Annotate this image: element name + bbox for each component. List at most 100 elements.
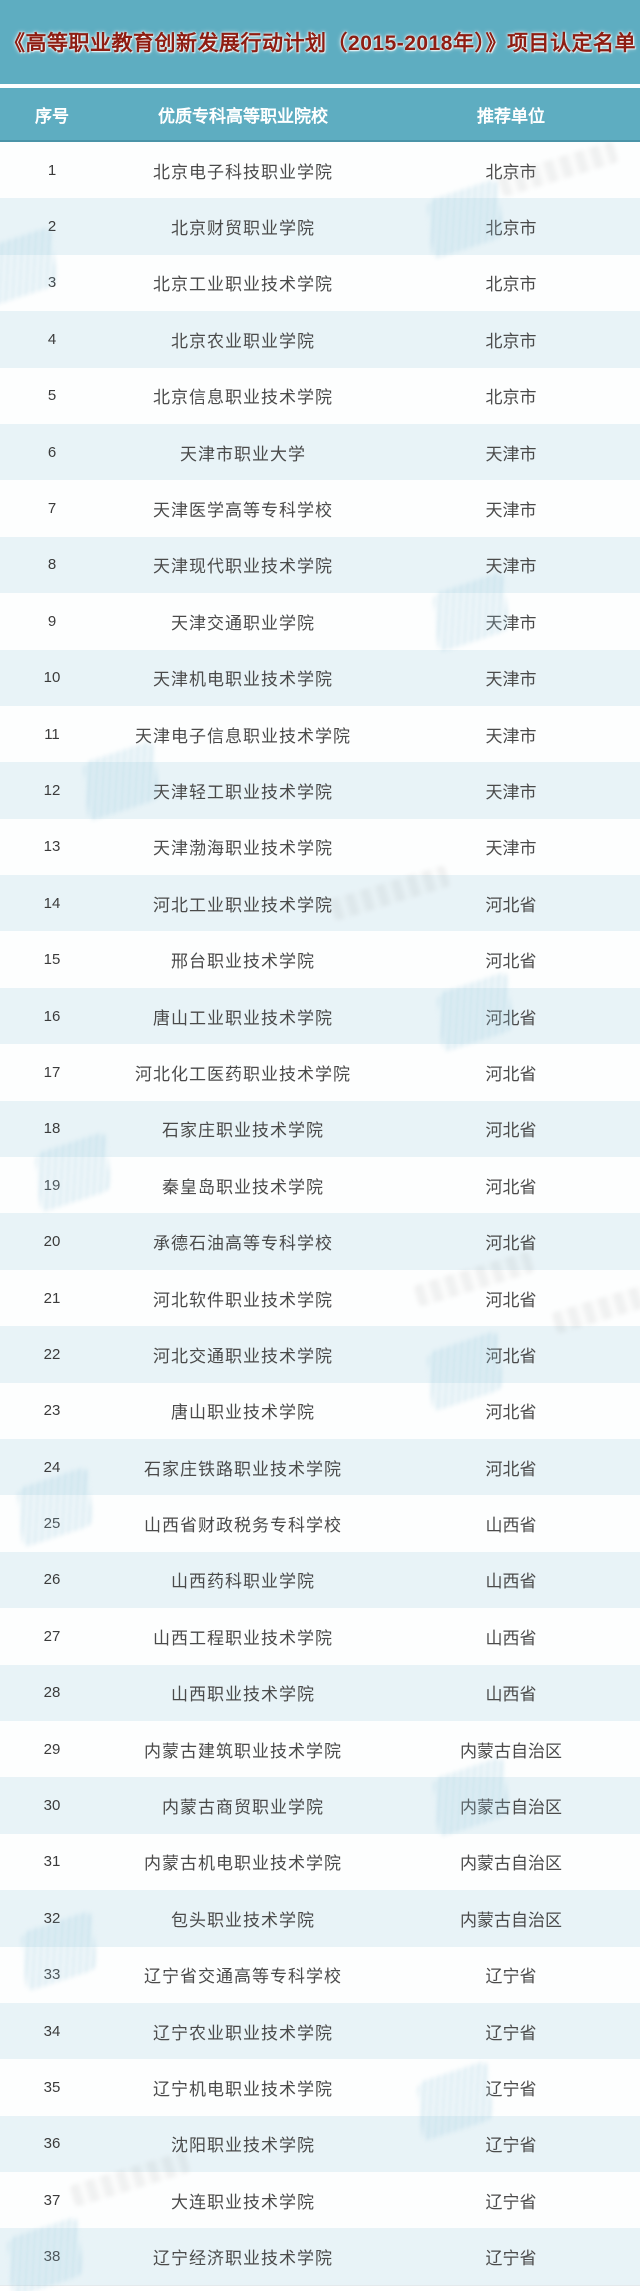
row-index: 23 bbox=[43, 1402, 61, 1420]
row-index: 24 bbox=[43, 1458, 61, 1476]
row-recommending-unit: 天津市 bbox=[485, 444, 537, 464]
row-recommending-unit: 天津市 bbox=[485, 670, 537, 690]
row-index: 1 bbox=[47, 161, 57, 179]
table-row: 2 北京财贸职业学院 北京市 bbox=[0, 198, 640, 255]
row-school-name: 山西职业技术学院 bbox=[171, 1685, 315, 1705]
row-school-name: 辽宁机电职业技术学院 bbox=[153, 2079, 333, 2099]
row-school-name: 北京信息职业技术学院 bbox=[153, 388, 333, 408]
row-school-name: 山西药科职业学院 bbox=[171, 1572, 315, 1592]
row-recommending-unit: 辽宁省 bbox=[485, 2136, 537, 2156]
row-index: 35 bbox=[43, 2078, 61, 2096]
row-recommending-unit: 内蒙古自治区 bbox=[460, 1741, 562, 1761]
row-index: 33 bbox=[43, 1966, 61, 1984]
row-school-name: 河北化工医药职业技术学院 bbox=[135, 1064, 351, 1084]
row-school-name: 天津医学高等专科学校 bbox=[153, 501, 333, 521]
row-recommending-unit: 天津市 bbox=[485, 557, 537, 577]
table-body: 1 北京电子科技职业学院 北京市 2 北京财贸职业学院 北京市 3 北京工业职业… bbox=[0, 142, 640, 2285]
row-school-name: 北京财贸职业学院 bbox=[171, 219, 315, 239]
table-row: 38 辽宁经济职业技术学院 辽宁省 bbox=[0, 2228, 640, 2285]
row-recommending-unit: 天津市 bbox=[485, 839, 537, 859]
row-school-name: 河北工业职业技术学院 bbox=[153, 895, 333, 915]
row-recommending-unit: 河北省 bbox=[485, 1234, 537, 1254]
row-recommending-unit: 山西省 bbox=[485, 1628, 537, 1648]
row-recommending-unit: 山西省 bbox=[485, 1685, 537, 1705]
table-row: 13 天津渤海职业技术学院 天津市 bbox=[0, 818, 640, 876]
table-row: 7 天津医学高等专科学校 天津市 bbox=[0, 480, 640, 537]
table-row: 26 山西药科职业学院 山西省 bbox=[0, 1551, 640, 1609]
table-row: 17 河北化工医药职业技术学院 河北省 bbox=[0, 1044, 640, 1101]
row-recommending-unit: 天津市 bbox=[485, 613, 537, 633]
row-index: 18 bbox=[43, 1120, 61, 1138]
table-row: 10 天津机电职业技术学院 天津市 bbox=[0, 649, 640, 706]
row-recommending-unit: 天津市 bbox=[485, 782, 537, 802]
row-index: 20 bbox=[43, 1233, 61, 1251]
row-school-name: 河北交通职业技术学院 bbox=[153, 1346, 333, 1366]
row-school-name: 邢台职业技术学院 bbox=[171, 952, 315, 972]
table-row: 32 包头职业技术学院 内蒙古自治区 bbox=[0, 1890, 640, 1947]
table-row: 1 北京电子科技职业学院 北京市 bbox=[0, 142, 640, 199]
row-index: 36 bbox=[43, 2135, 61, 2153]
row-school-name: 唐山职业技术学院 bbox=[171, 1403, 315, 1423]
table-header-row: 序号 优质专科高等职业院校 推荐单位 bbox=[0, 88, 640, 142]
table-row: 24 石家庄铁路职业技术学院 河北省 bbox=[0, 1438, 640, 1496]
row-recommending-unit: 河北省 bbox=[485, 1346, 537, 1366]
column-header-school: 优质专科高等职业院校 bbox=[158, 106, 328, 126]
row-recommending-unit: 河北省 bbox=[485, 1290, 537, 1310]
table-row: 37 大连职业技术学院 辽宁省 bbox=[0, 2172, 640, 2229]
row-index: 30 bbox=[43, 1797, 61, 1815]
row-index: 17 bbox=[43, 1063, 61, 1081]
table-row: 8 天津现代职业技术学院 天津市 bbox=[0, 536, 640, 594]
row-index: 8 bbox=[47, 556, 57, 574]
table-row: 23 唐山职业技术学院 河北省 bbox=[0, 1382, 640, 1439]
row-school-name: 北京工业职业技术学院 bbox=[153, 275, 333, 295]
row-index: 34 bbox=[43, 2022, 61, 2040]
table-row: 16 唐山工业职业技术学院 河北省 bbox=[0, 987, 640, 1045]
row-school-name: 天津机电职业技术学院 bbox=[153, 670, 333, 690]
column-header-unit: 推荐单位 bbox=[477, 106, 545, 126]
table-row: 22 河北交通职业技术学院 河北省 bbox=[0, 1326, 640, 1383]
table-row: 11 天津电子信息职业技术学院 天津市 bbox=[0, 705, 640, 763]
row-recommending-unit: 内蒙古自治区 bbox=[460, 1798, 562, 1818]
banner-divider bbox=[0, 84, 640, 88]
table-row: 14 河北工业职业技术学院 河北省 bbox=[0, 875, 640, 932]
row-school-name: 沈阳职业技术学院 bbox=[171, 2136, 315, 2156]
table-row: 30 内蒙古商贸职业学院 内蒙古自治区 bbox=[0, 1777, 640, 1834]
row-recommending-unit: 河北省 bbox=[485, 1403, 537, 1423]
table-row: 35 辽宁机电职业技术学院 辽宁省 bbox=[0, 2059, 640, 2116]
row-school-name: 辽宁经济职业技术学院 bbox=[153, 2249, 333, 2269]
row-index: 26 bbox=[43, 1571, 61, 1589]
row-index: 5 bbox=[47, 387, 57, 405]
row-school-name: 山西工程职业技术学院 bbox=[153, 1628, 333, 1648]
table-row: 6 天津市职业大学 天津市 bbox=[0, 423, 640, 481]
row-school-name: 石家庄职业技术学院 bbox=[162, 1121, 324, 1141]
row-school-name: 山西省财政税务专科学校 bbox=[144, 1516, 342, 1536]
row-school-name: 辽宁省交通高等专科学校 bbox=[144, 1967, 342, 1987]
row-school-name: 天津交通职业学院 bbox=[171, 613, 315, 633]
row-index: 10 bbox=[43, 669, 61, 687]
row-school-name: 承德石油高等专科学校 bbox=[153, 1234, 333, 1254]
row-recommending-unit: 河北省 bbox=[485, 952, 537, 972]
row-index: 3 bbox=[47, 274, 57, 292]
table-row: 27 山西工程职业技术学院 山西省 bbox=[0, 1608, 640, 1665]
row-school-name: 河北软件职业技术学院 bbox=[153, 1290, 333, 1310]
table-row: 21 河北软件职业技术学院 河北省 bbox=[0, 1269, 640, 1327]
row-recommending-unit: 辽宁省 bbox=[485, 2023, 537, 2043]
row-index: 13 bbox=[43, 838, 61, 856]
row-recommending-unit: 河北省 bbox=[485, 1459, 537, 1479]
row-index: 6 bbox=[47, 443, 57, 461]
row-school-name: 天津轻工职业技术学院 bbox=[153, 782, 333, 802]
row-index: 14 bbox=[43, 894, 61, 912]
row-school-name: 内蒙古机电职业技术学院 bbox=[144, 1854, 342, 1874]
row-school-name: 北京农业职业学院 bbox=[171, 331, 315, 351]
row-recommending-unit: 内蒙古自治区 bbox=[460, 1910, 562, 1930]
table-row: 36 沈阳职业技术学院 辽宁省 bbox=[0, 2115, 640, 2173]
row-index: 7 bbox=[47, 500, 57, 518]
row-recommending-unit: 河北省 bbox=[485, 1121, 537, 1141]
row-recommending-unit: 天津市 bbox=[485, 726, 537, 746]
column-header-index: 序号 bbox=[35, 106, 69, 126]
row-school-name: 唐山工业职业技术学院 bbox=[153, 1008, 333, 1028]
row-recommending-unit: 河北省 bbox=[485, 1177, 537, 1197]
table-row: 20 承德石油高等专科学校 河北省 bbox=[0, 1213, 640, 1270]
row-recommending-unit: 山西省 bbox=[485, 1572, 537, 1592]
